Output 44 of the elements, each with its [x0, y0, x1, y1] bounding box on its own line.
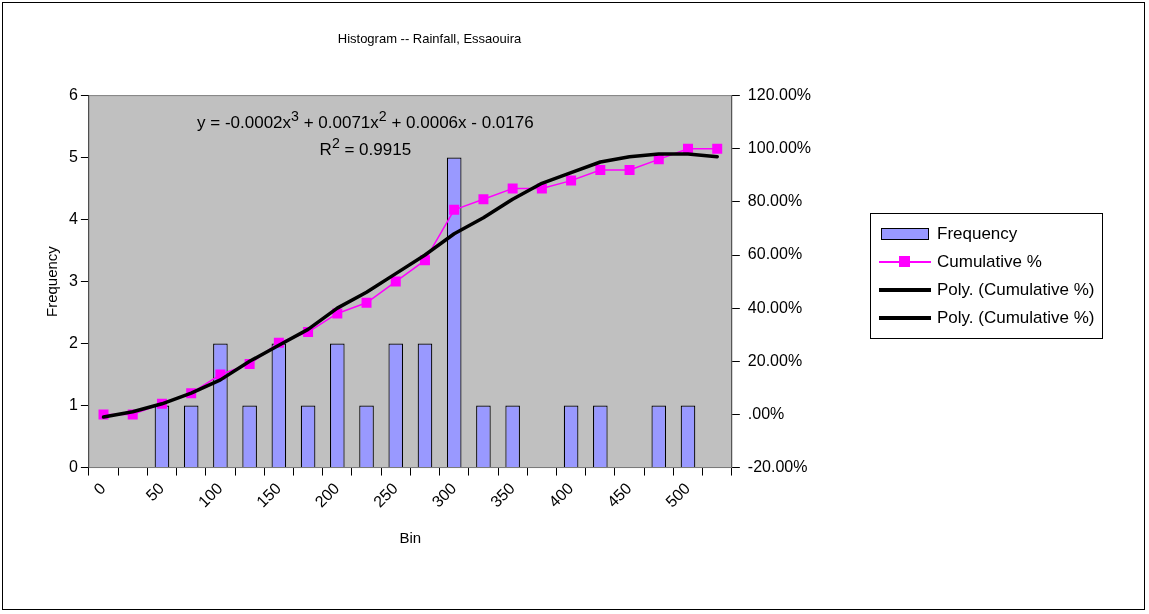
y2-tick-label: 80.00%	[747, 192, 803, 210]
x-tick-label: 0	[90, 479, 109, 498]
y-axis-title: Frequency	[43, 245, 61, 318]
y2-tick-label: 100.00%	[747, 139, 812, 157]
point	[507, 183, 518, 194]
point	[449, 204, 460, 215]
y2-tick-label: 60.00%	[747, 245, 803, 263]
y2-tick-label: .00%	[747, 404, 785, 422]
y-tick-label: 1	[68, 395, 78, 413]
point	[566, 175, 577, 186]
x-tick-label: 300	[428, 479, 460, 511]
y-tick-label: 5	[68, 148, 78, 165]
x-axis-title: Bin	[399, 529, 422, 547]
point	[478, 194, 489, 205]
x-tick-label: 200	[311, 479, 343, 511]
legend-label: Frequency	[937, 224, 1018, 244]
y-tick-label: 2	[68, 333, 78, 351]
legend-label: Poly. (Cumulative %)	[937, 308, 1095, 328]
annotation: y = -0.0002x$^{3}$ + 0.0071x$^{2}$ + 0.0006x - 0.0176	[197, 107, 534, 133]
annotation: R$^{2}$ = 0.9915	[319, 134, 412, 160]
y-tick-label: 4	[68, 209, 78, 227]
x-tick-label: 450	[603, 479, 635, 511]
chart-title: Histogram -- Rainfall, Essaouira	[337, 31, 523, 47]
y2-tick-label: 120.00%	[747, 86, 812, 104]
x-tick-label: 400	[545, 479, 577, 511]
y-tick-label: 0	[68, 457, 78, 475]
x-tick-label: 500	[662, 479, 694, 511]
legend-label: Poly. (Cumulative %)	[937, 280, 1095, 300]
y2-tick-label: -20.00%	[747, 457, 808, 475]
point	[390, 276, 401, 287]
y2-tick-label: 20.00%	[747, 351, 803, 369]
y2-tick-label: 40.00%	[747, 298, 803, 316]
x-tick-label: 350	[486, 479, 518, 511]
point	[712, 143, 723, 154]
y-tick-label: 6	[68, 86, 78, 104]
x-tick-label: 50	[142, 479, 168, 505]
x-tick-label: 150	[253, 479, 285, 511]
y-tick-label: 3	[68, 271, 78, 289]
point	[595, 165, 606, 175]
x-tick-label: 100	[194, 479, 226, 511]
x-tick-label: 250	[370, 479, 402, 511]
point	[624, 165, 635, 175]
legend-label: Cumulative %	[937, 252, 1042, 272]
point	[361, 297, 372, 308]
